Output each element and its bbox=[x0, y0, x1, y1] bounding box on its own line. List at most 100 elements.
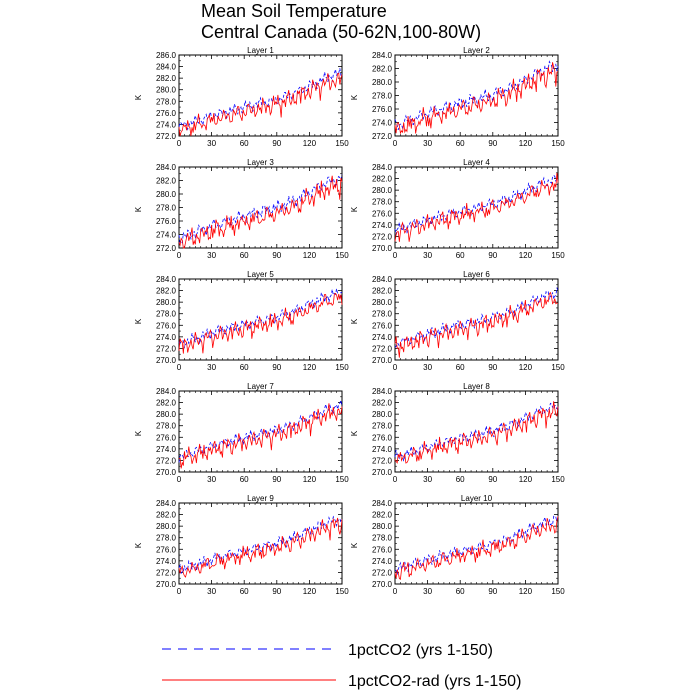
y-tick-label: 272.0 bbox=[156, 568, 177, 577]
panel-layer-8: Layer 8 270.0 272.0 274.0 276.0 278.0 280.0 282… bbox=[350, 382, 565, 484]
series-1pctco2-line bbox=[178, 174, 343, 244]
x-tick-label: 60 bbox=[240, 587, 249, 596]
y-tick-label: 280.0 bbox=[156, 86, 177, 95]
x-tick-label: 0 bbox=[177, 251, 182, 260]
panel-layer-5: Layer 5 270.0 272.0 274.0 276.0 278.0 280.0 282… bbox=[134, 270, 349, 372]
panel-title: Layer 9 bbox=[247, 494, 274, 503]
x-tick-label: 120 bbox=[303, 475, 317, 484]
y-tick-label: 274.0 bbox=[372, 557, 393, 566]
x-tick-label: 150 bbox=[335, 475, 349, 484]
figure-title-line2: Central Canada (50-62N,100-80W) bbox=[201, 22, 481, 42]
series-1pctco2-rad-line bbox=[394, 516, 559, 580]
series-1pctco2-line bbox=[394, 402, 559, 462]
panel-title: Layer 4 bbox=[463, 158, 490, 167]
y-tick-label: 274.0 bbox=[156, 557, 177, 566]
x-tick-label: 0 bbox=[393, 251, 398, 260]
x-tick-label: 60 bbox=[456, 139, 465, 148]
panel-layer-6: Layer 6 270.0 272.0 274.0 276.0 278.0 280.0 282… bbox=[350, 270, 565, 372]
series-1pctco2-rad-line bbox=[394, 62, 559, 135]
y-tick-label: 276.0 bbox=[156, 433, 177, 442]
y-axis-label: K bbox=[134, 542, 143, 548]
y-tick-label: 270.0 bbox=[372, 580, 393, 589]
y-axis-label: K bbox=[134, 430, 143, 436]
y-tick-label: 272.0 bbox=[156, 244, 177, 253]
y-tick-label: 280.0 bbox=[372, 78, 393, 87]
y-axis-label: K bbox=[350, 542, 359, 548]
y-tick-label: 276.0 bbox=[156, 545, 177, 554]
x-tick-label: 120 bbox=[303, 251, 317, 260]
y-tick-label: 272.0 bbox=[156, 132, 177, 141]
x-tick-label: 0 bbox=[393, 587, 398, 596]
x-tick-label: 60 bbox=[456, 251, 465, 260]
x-tick-label: 0 bbox=[177, 363, 182, 372]
x-tick-label: 90 bbox=[272, 251, 281, 260]
y-tick-label: 280.0 bbox=[372, 186, 393, 195]
y-tick-label: 278.0 bbox=[156, 97, 177, 106]
panel-title: Layer 6 bbox=[463, 270, 490, 279]
x-tick-label: 150 bbox=[335, 363, 349, 372]
y-tick-label: 270.0 bbox=[156, 468, 177, 477]
x-tick-label: 30 bbox=[207, 251, 216, 260]
legend-item-1pctco2: 1pctCO2 (yrs 1-150) bbox=[162, 642, 493, 659]
y-tick-label: 280.0 bbox=[372, 298, 393, 307]
y-tick-label: 278.0 bbox=[372, 198, 393, 207]
y-tick-label: 282.0 bbox=[372, 511, 393, 520]
y-tick-label: 270.0 bbox=[156, 356, 177, 365]
plot-frame bbox=[394, 390, 559, 473]
y-tick-label: 282.0 bbox=[372, 175, 393, 184]
x-tick-label: 120 bbox=[519, 475, 533, 484]
x-tick-label: 150 bbox=[551, 363, 565, 372]
series-1pctco2-rad-line bbox=[178, 72, 343, 137]
y-tick-label: 278.0 bbox=[372, 534, 393, 543]
plot-frame bbox=[394, 278, 559, 361]
y-tick-label: 284.0 bbox=[372, 275, 393, 284]
series-1pctco2-line bbox=[178, 515, 343, 575]
x-tick-label: 30 bbox=[423, 251, 432, 260]
y-axis-label: K bbox=[350, 206, 359, 212]
y-tick-label: 274.0 bbox=[156, 231, 177, 240]
y-tick-label: 284.0 bbox=[156, 275, 177, 284]
legend-label-1pctco2: 1pctCO2 (yrs 1-150) bbox=[348, 642, 493, 659]
x-tick-label: 120 bbox=[519, 251, 533, 260]
series-1pctco2-rad-line bbox=[394, 401, 559, 464]
y-tick-label: 278.0 bbox=[156, 204, 177, 213]
y-axis-label: K bbox=[134, 94, 143, 100]
x-tick-label: 0 bbox=[177, 475, 182, 484]
x-tick-label: 150 bbox=[335, 251, 349, 260]
y-tick-label: 278.0 bbox=[372, 310, 393, 319]
series-1pctco2-line bbox=[178, 288, 343, 349]
y-tick-label: 284.0 bbox=[372, 51, 393, 60]
y-tick-label: 276.0 bbox=[372, 209, 393, 218]
x-tick-label: 90 bbox=[488, 475, 497, 484]
y-tick-label: 272.0 bbox=[156, 456, 177, 465]
y-tick-label: 270.0 bbox=[372, 356, 393, 365]
x-tick-label: 90 bbox=[272, 587, 281, 596]
y-tick-label: 274.0 bbox=[156, 120, 177, 129]
y-tick-label: 278.0 bbox=[156, 310, 177, 319]
y-tick-label: 276.0 bbox=[372, 321, 393, 330]
panel-title: Layer 3 bbox=[247, 158, 274, 167]
x-tick-label: 120 bbox=[303, 363, 317, 372]
y-tick-label: 280.0 bbox=[372, 522, 393, 531]
y-tick-label: 284.0 bbox=[156, 499, 177, 508]
series-1pctco2-line bbox=[394, 515, 559, 575]
x-tick-label: 60 bbox=[456, 587, 465, 596]
panel-grid: Layer 1 272.0 274.0 276.0 278.0 280.0 282.0 284… bbox=[134, 46, 565, 596]
y-tick-label: 276.0 bbox=[372, 545, 393, 554]
y-tick-label: 282.0 bbox=[372, 65, 393, 74]
x-tick-label: 90 bbox=[488, 139, 497, 148]
y-tick-label: 270.0 bbox=[372, 468, 393, 477]
y-tick-label: 278.0 bbox=[156, 422, 177, 431]
series-1pctco2-rad-line bbox=[178, 517, 343, 578]
x-tick-label: 30 bbox=[423, 139, 432, 148]
x-tick-label: 120 bbox=[519, 587, 533, 596]
y-axis-label: K bbox=[350, 430, 359, 436]
y-tick-label: 282.0 bbox=[156, 399, 177, 408]
y-axis-label: K bbox=[350, 94, 359, 100]
x-tick-label: 120 bbox=[303, 139, 317, 148]
x-tick-label: 30 bbox=[423, 363, 432, 372]
y-tick-label: 276.0 bbox=[372, 433, 393, 442]
x-tick-label: 30 bbox=[423, 475, 432, 484]
y-tick-label: 282.0 bbox=[156, 74, 177, 83]
series-1pctco2-rad-line bbox=[394, 291, 559, 358]
